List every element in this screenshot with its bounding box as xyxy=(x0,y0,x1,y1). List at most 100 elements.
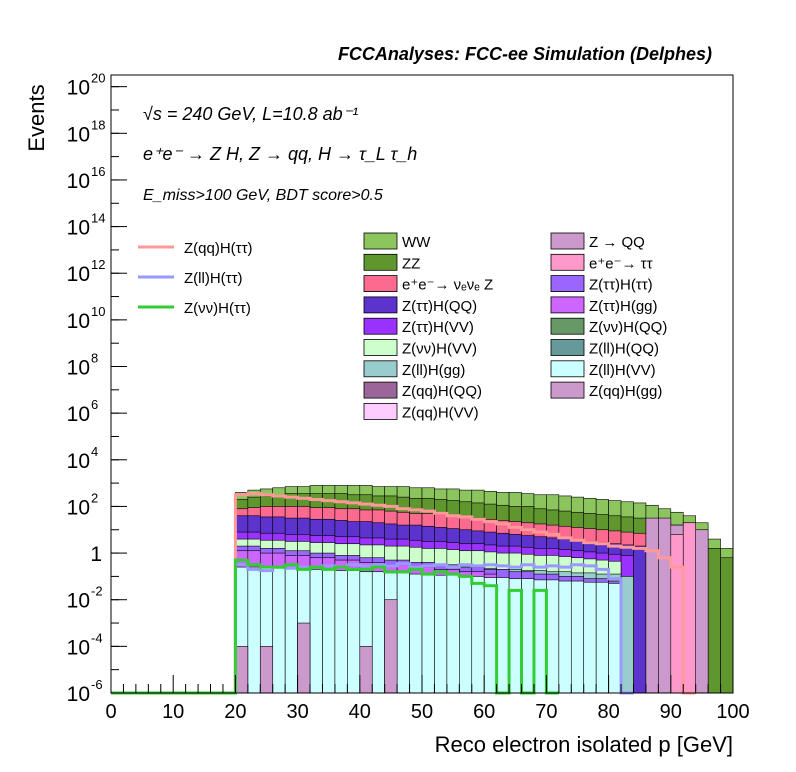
legend-entry-label: Z(ll)H(VV) xyxy=(589,362,656,379)
series-16 xyxy=(235,599,398,694)
bar-bin xyxy=(421,573,435,694)
legend-swatch xyxy=(550,339,585,356)
bar-bin xyxy=(409,573,423,694)
legend-entry-label: e⁺e⁻→ ττ xyxy=(589,255,653,272)
bar-bin xyxy=(297,622,311,694)
y-tick-label: 10 xyxy=(67,683,90,706)
bar-bin xyxy=(371,571,385,694)
signal-line-0 xyxy=(111,492,696,695)
legend-entry-label: Z(νν)H(ττ) xyxy=(184,300,251,317)
bar-bin xyxy=(720,557,734,694)
bar-bin xyxy=(670,534,684,694)
x-tick-label: 20 xyxy=(224,701,246,723)
y-tick-exponent: 14 xyxy=(91,211,105,226)
bar-bin xyxy=(384,599,398,694)
legend-entry-label: Z(ll)H(QQ) xyxy=(589,341,659,358)
y-tick-label: 10 xyxy=(67,403,90,426)
bar-bin xyxy=(347,570,361,694)
y-tick-exponent: 4 xyxy=(91,444,98,459)
legend-entry-label: e⁺e⁻→ νₑνₑ Z xyxy=(402,277,493,294)
y-tick-exponent: 6 xyxy=(91,397,98,412)
legend-entry-label: Z(νν)H(VV) xyxy=(402,341,477,358)
y-tick-exponent: -2 xyxy=(91,584,103,599)
bar-bin xyxy=(459,576,473,694)
legend-entry-label: Z → QQ xyxy=(589,234,645,251)
x-tick-label: 30 xyxy=(286,701,308,723)
y-tick-label: 10 xyxy=(67,357,90,380)
bar-bin xyxy=(583,581,597,694)
legend-entry-label: ZZ xyxy=(402,255,420,272)
legend-entry-label: Z(ττ)H(ττ) xyxy=(589,277,653,294)
bar-bin xyxy=(359,646,373,694)
bar-bin xyxy=(558,580,572,694)
y-tick-exponent: 12 xyxy=(91,257,105,272)
legend-entry-label: Z(qq)H(gg) xyxy=(589,383,662,400)
legend-swatch xyxy=(363,296,398,314)
y-tick-exponent: -4 xyxy=(91,630,103,645)
bar-bin xyxy=(570,580,585,694)
bar-bin xyxy=(334,570,348,694)
annotation-cuts: E_miss>100 GeV, BDT score>0.5 xyxy=(143,187,383,204)
annotation-energy-lumi: √s = 240 GeV, L=10.8 ab⁻¹ xyxy=(143,104,358,124)
legend-swatch xyxy=(550,232,585,250)
legend-swatch xyxy=(550,381,585,399)
bar-bin xyxy=(645,517,659,694)
annotation-process: e⁺e⁻ → Z H, Z → qq, H → τ_L τ_h xyxy=(143,144,417,164)
y-tick-exponent: 18 xyxy=(91,117,105,132)
bar-bin xyxy=(471,576,485,694)
y-tick-label: 10 xyxy=(67,636,90,659)
bar-bin xyxy=(521,578,535,694)
bar-bin xyxy=(259,646,274,694)
bar-bin xyxy=(247,566,261,694)
y-tick-label: 10 xyxy=(67,217,90,240)
y-tick-label: 10 xyxy=(67,450,90,473)
y-tick-exponent: 10 xyxy=(91,304,105,319)
legend-swatch xyxy=(550,317,585,335)
legend-entry-label: Z(ττ)H(VV) xyxy=(402,319,474,336)
legend-entry-label: Z(ll)H(ττ) xyxy=(184,270,243,287)
y-tick-label: 1 xyxy=(90,543,102,566)
y-tick-label: 10 xyxy=(67,496,90,519)
bar-bin xyxy=(446,574,460,694)
series-15 xyxy=(235,566,622,694)
bar-bin xyxy=(483,577,497,694)
x-tick-label: 0 xyxy=(105,701,116,723)
y-tick-exponent: 2 xyxy=(91,490,98,505)
y-tick-exponent: -6 xyxy=(91,677,103,692)
bar-bin xyxy=(658,517,672,694)
legend: Z(qq)H(ττ) Z(ll)H(ττ) Z(νν)H(ττ) WW ZZ e⁺e⁻→ … xyxy=(138,232,667,421)
x-tick-label: 50 xyxy=(411,701,433,723)
legend-entry-label: Z(ll)H(gg) xyxy=(402,362,465,379)
bar-bin xyxy=(434,574,448,694)
y-tick-label: 10 xyxy=(67,263,90,286)
legend-entry-label: WW xyxy=(402,234,431,251)
x-tick-label: 70 xyxy=(535,701,557,723)
legend-entry-label: Z(ττ)H(QQ) xyxy=(402,298,477,315)
legend-entry-label: Z(ττ)H(gg) xyxy=(589,298,658,315)
legend-swatch xyxy=(550,275,585,293)
x-tick-label: 90 xyxy=(660,701,682,723)
series-10 xyxy=(670,522,696,694)
x-tick-label: 80 xyxy=(597,701,619,723)
legend-swatch xyxy=(363,402,398,420)
legend-swatch xyxy=(550,253,585,271)
y-tick-label: 10 xyxy=(67,170,90,193)
bar-bin xyxy=(309,569,323,694)
legend-swatch xyxy=(363,317,398,335)
bar-bin xyxy=(595,581,609,694)
bar-bin xyxy=(396,572,410,694)
legend-swatch xyxy=(363,339,398,356)
bar-bin xyxy=(682,522,696,694)
legend-swatch xyxy=(550,296,585,314)
legend-swatch xyxy=(363,275,398,293)
x-tick-label: 10 xyxy=(162,701,184,723)
signal-line-1 xyxy=(111,562,634,695)
y-axis-label: Events xyxy=(24,84,49,151)
y-tick-label: 10 xyxy=(67,590,90,613)
legend-swatch xyxy=(363,232,398,250)
x-tick-label: 60 xyxy=(473,701,495,723)
legend-entry-label: Z(qq)H(QQ) xyxy=(402,383,482,400)
x-axis-label: Reco electron isolated p [GeV] xyxy=(435,732,733,757)
